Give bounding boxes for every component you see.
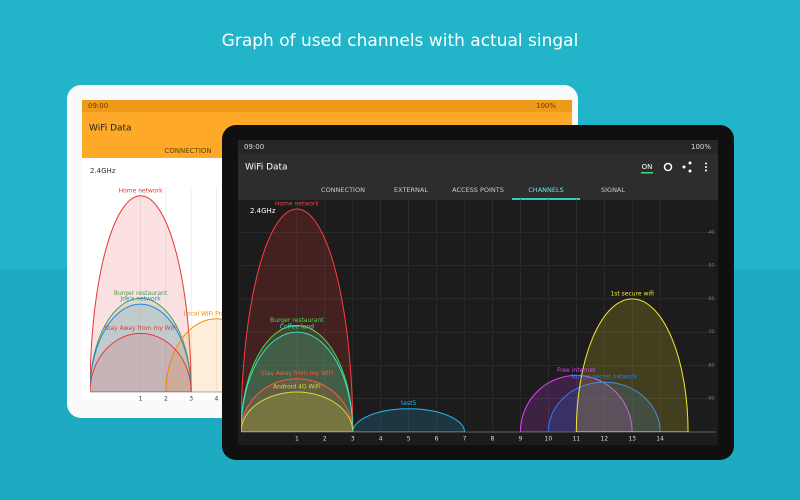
x-tick-label: 3 bbox=[351, 436, 355, 443]
toggle[interactable]: ON bbox=[642, 163, 653, 171]
app-title: WiFi Data bbox=[89, 124, 132, 134]
x-tick-label: 14 bbox=[656, 436, 664, 443]
y-tick-label: -90 bbox=[707, 396, 714, 401]
band[interactable]: 2.4GHz bbox=[90, 167, 116, 175]
y-tick-label: -80 bbox=[707, 362, 714, 367]
app-bar bbox=[238, 154, 718, 200]
x-tick-label: 6 bbox=[435, 436, 439, 443]
tab[interactable]: CONNECTION bbox=[321, 186, 365, 194]
menu-icon[interactable] bbox=[705, 162, 707, 172]
network-label: Joe's network bbox=[119, 296, 161, 303]
channel-arc bbox=[241, 208, 354, 432]
toggle-underline bbox=[641, 172, 653, 174]
channel-arc bbox=[352, 408, 466, 432]
x-tick-label: 2 bbox=[164, 396, 168, 403]
x-tick-label: 7 bbox=[463, 436, 467, 443]
network-label: Local WiFi Provider 25 bbox=[184, 310, 250, 317]
share-icon[interactable] bbox=[682, 161, 692, 173]
battery: 100% bbox=[536, 102, 556, 110]
channel-arc bbox=[575, 298, 689, 432]
x-tick-label: 1 bbox=[139, 396, 143, 403]
x-tick-label: 2 bbox=[323, 436, 327, 443]
status-time: 09:00 bbox=[244, 143, 264, 151]
tab[interactable]: SIGNAL bbox=[601, 186, 625, 194]
network-label: Stay Away from my WiFi bbox=[104, 325, 177, 332]
network-label: Stay Away from my WiFi bbox=[261, 370, 334, 377]
y-tick-label: -60 bbox=[707, 296, 714, 301]
tab[interactable]: CHANNELS bbox=[528, 186, 563, 194]
network-label: test5 bbox=[401, 400, 417, 407]
tab[interactable]: ACCESS POINTS bbox=[452, 186, 504, 194]
x-tick-label: 4 bbox=[379, 436, 383, 443]
network-label: Not so secret network bbox=[571, 374, 637, 381]
band[interactable]: 2.4GHz bbox=[250, 207, 276, 215]
channel-arc bbox=[90, 195, 192, 392]
status-bar bbox=[238, 140, 718, 154]
battery: 100% bbox=[691, 143, 711, 151]
x-tick-label: 1 bbox=[295, 436, 299, 443]
network-label: Coffee land bbox=[280, 324, 314, 331]
status-time: 09:00 bbox=[88, 102, 108, 110]
tab[interactable]: CONNECTION bbox=[164, 147, 211, 155]
plot bbox=[241, 208, 689, 432]
y-tick-label: -40 bbox=[707, 229, 714, 234]
x-tick-label: 3 bbox=[189, 396, 193, 403]
settings-icon[interactable] bbox=[663, 162, 673, 172]
headline: Graph of used channels with actual singa… bbox=[222, 31, 579, 51]
network-label: Burger restaurant bbox=[270, 317, 324, 324]
channel-arc bbox=[241, 331, 354, 432]
x-tick-label: 9 bbox=[518, 436, 522, 443]
x-tick-label: 10 bbox=[545, 436, 553, 443]
channel-arc bbox=[90, 333, 192, 392]
y-tick-label: -50 bbox=[707, 263, 714, 268]
network-label: 1st secure wifi bbox=[610, 290, 654, 297]
x-tick-label: 12 bbox=[600, 436, 608, 443]
x-tick-label: 4 bbox=[215, 396, 219, 403]
channel-arc bbox=[90, 303, 192, 392]
network-label: Free internet bbox=[557, 367, 596, 374]
x-tick-label: 5 bbox=[407, 436, 411, 443]
x-tick-label: 13 bbox=[628, 436, 636, 443]
front-tablet: 09:00 100% WiFi Data ON 2.4GHz CONNECTIO… bbox=[222, 125, 734, 460]
plot bbox=[90, 195, 268, 392]
app-title: WiFi Data bbox=[245, 163, 288, 173]
status-bar bbox=[82, 100, 572, 112]
tab[interactable]: EXTERNAL bbox=[394, 186, 428, 194]
x-tick-label: 8 bbox=[491, 436, 495, 443]
network-label: Home network bbox=[119, 187, 164, 194]
x-tick-label: 11 bbox=[572, 436, 580, 443]
channel-arc bbox=[519, 375, 633, 432]
channel-arc bbox=[241, 378, 354, 432]
y-tick-label: -70 bbox=[707, 329, 714, 334]
network-label: Burger restaurant bbox=[114, 290, 168, 297]
network-label: Android 4G WiFi bbox=[273, 384, 321, 391]
network-label: Home network bbox=[275, 200, 320, 207]
tab-indicator bbox=[512, 198, 580, 200]
channel-arc bbox=[241, 391, 354, 432]
